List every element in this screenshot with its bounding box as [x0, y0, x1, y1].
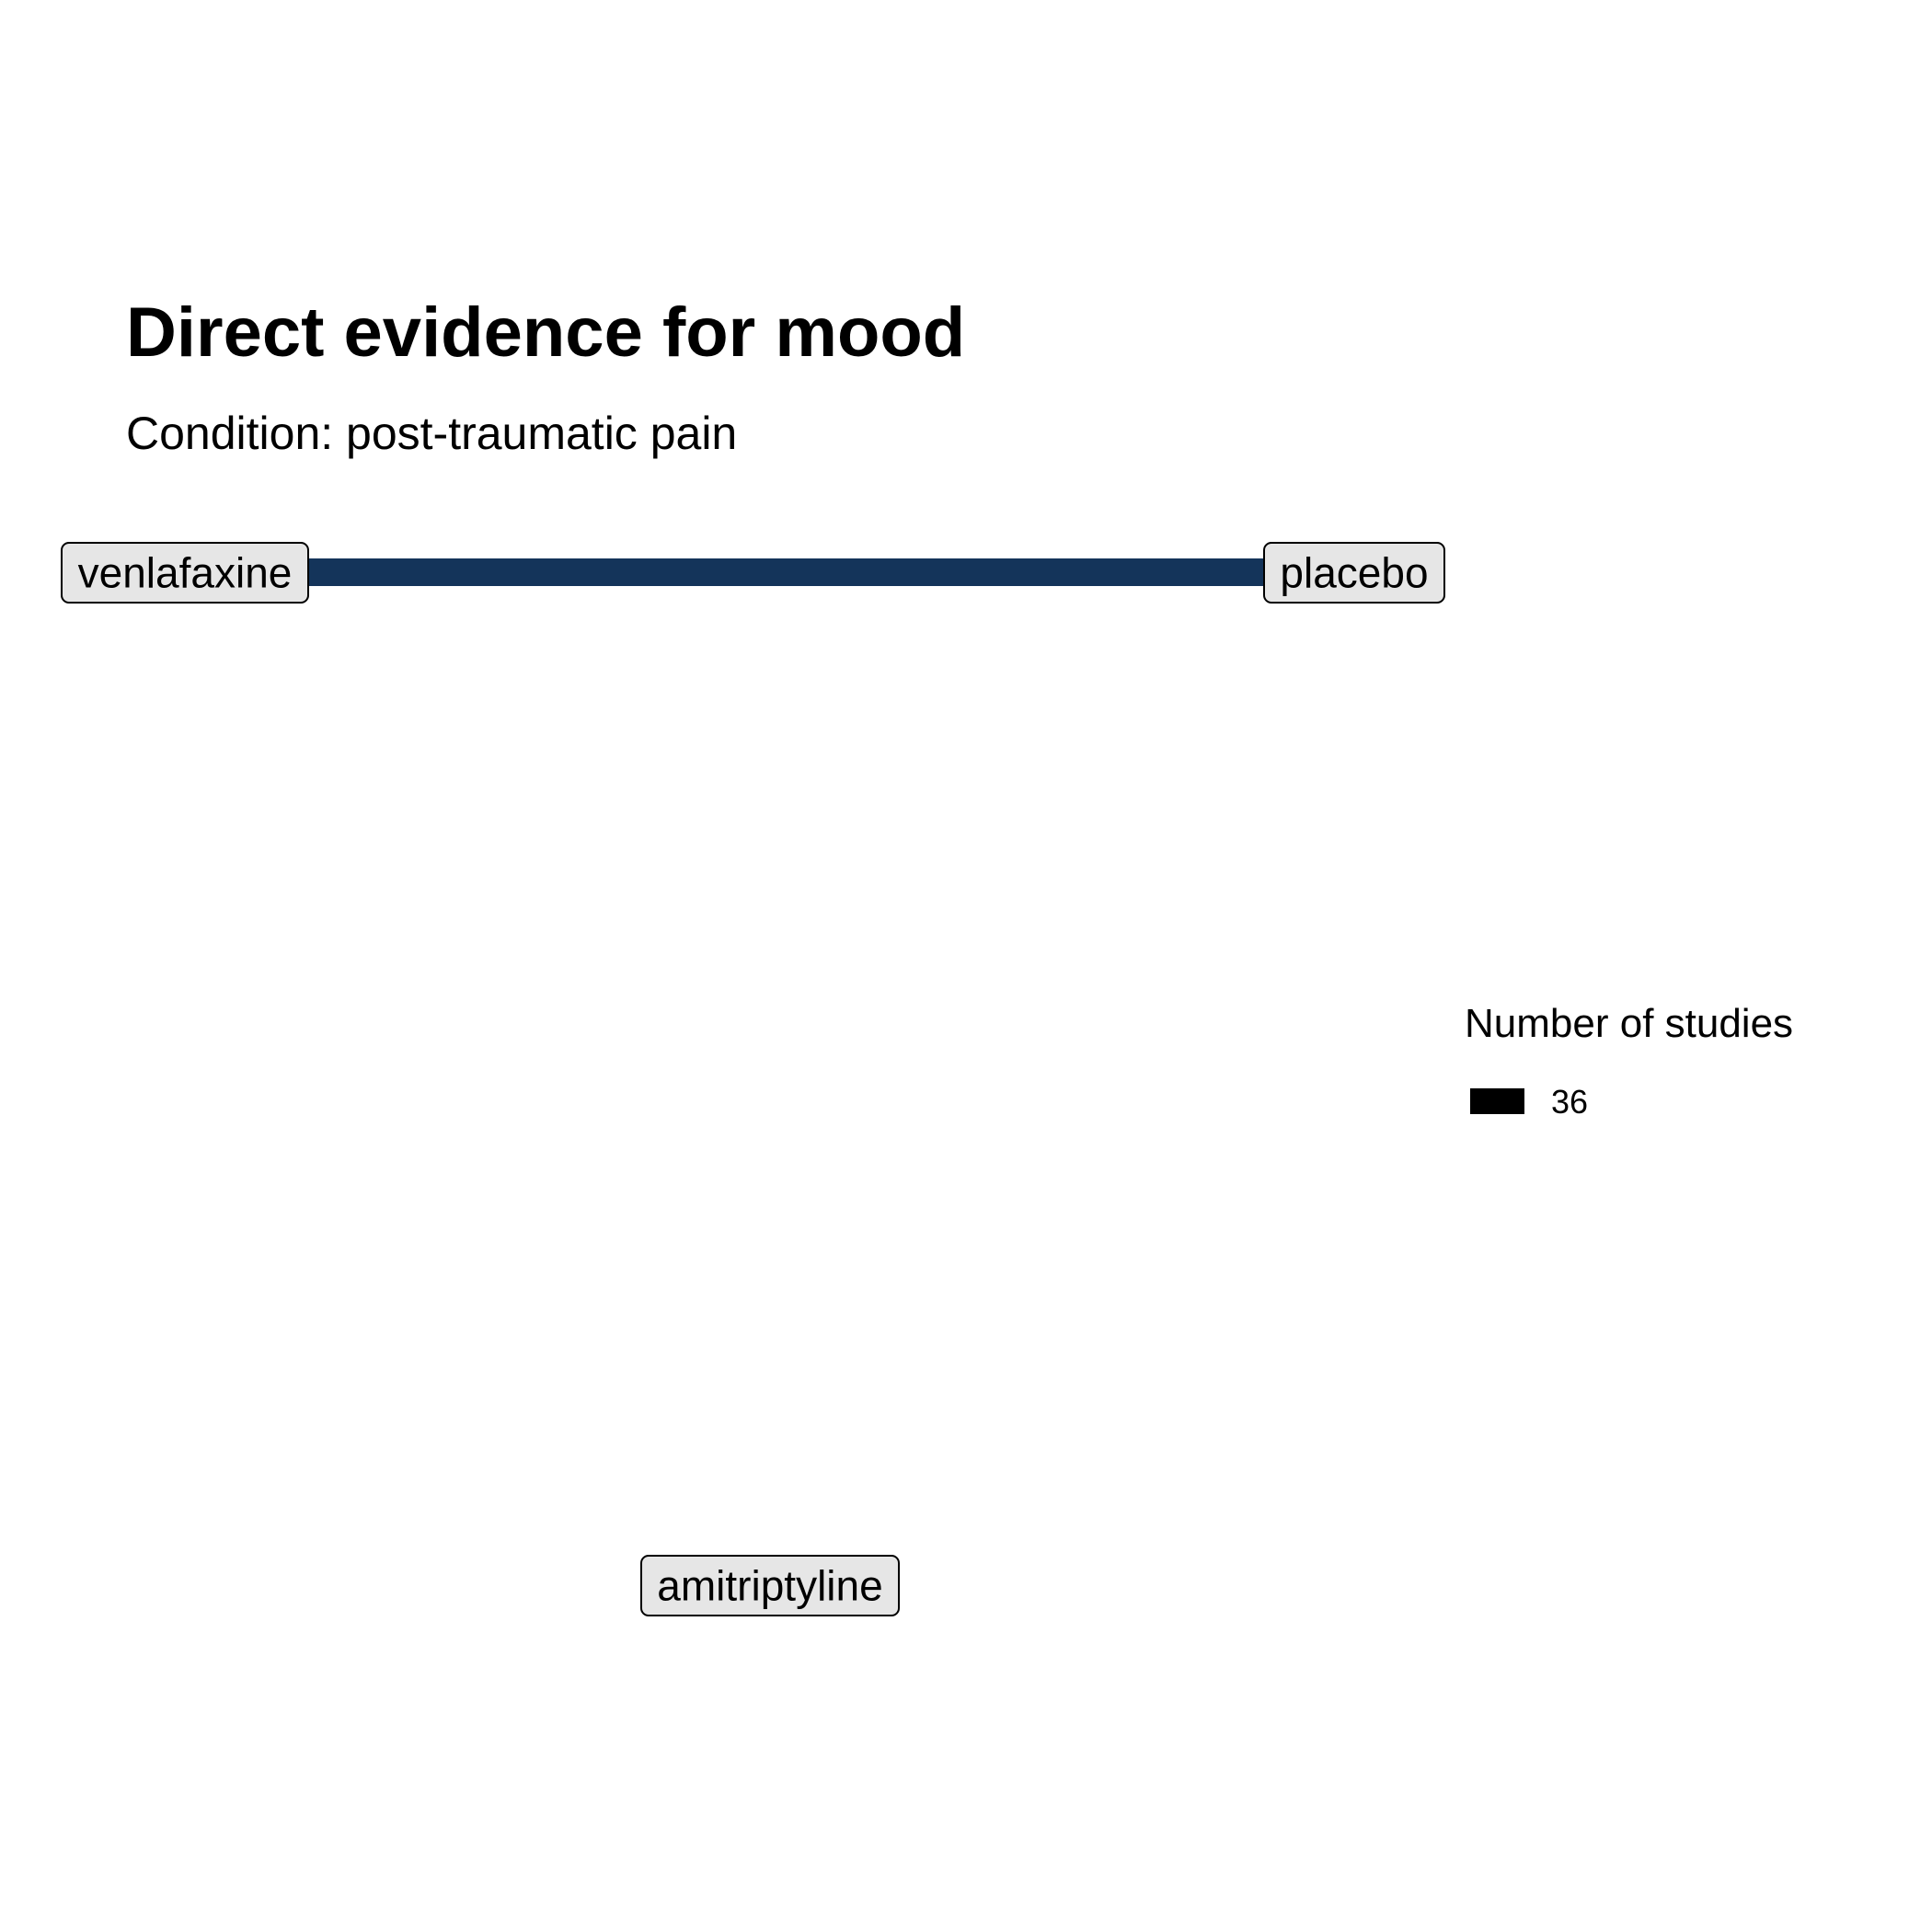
chart-subtitle: Condition: post-traumatic pain: [126, 408, 738, 459]
node-amitriptyline: amitriptyline: [640, 1555, 900, 1616]
legend-key-swatch: [1470, 1088, 1524, 1114]
node-box-venlafaxine: [61, 542, 309, 604]
nodes-layer: venlafaxine placebo amitriptyline: [61, 542, 1445, 1616]
node-label-venlafaxine: venlafaxine: [78, 549, 293, 597]
legend-label: 36: [1551, 1083, 1589, 1121]
chart-title: Direct evidence for mood: [126, 293, 966, 372]
node-label-placebo: placebo: [1280, 549, 1428, 597]
node-placebo: placebo: [1263, 542, 1445, 604]
node-box-amitriptyline: [640, 1555, 900, 1616]
node-venlafaxine: venlafaxine: [61, 542, 309, 604]
node-label-amitriptyline: amitriptyline: [657, 1562, 882, 1610]
node-box-placebo: [1263, 542, 1445, 604]
legend-title: Number of studies: [1465, 1001, 1794, 1046]
